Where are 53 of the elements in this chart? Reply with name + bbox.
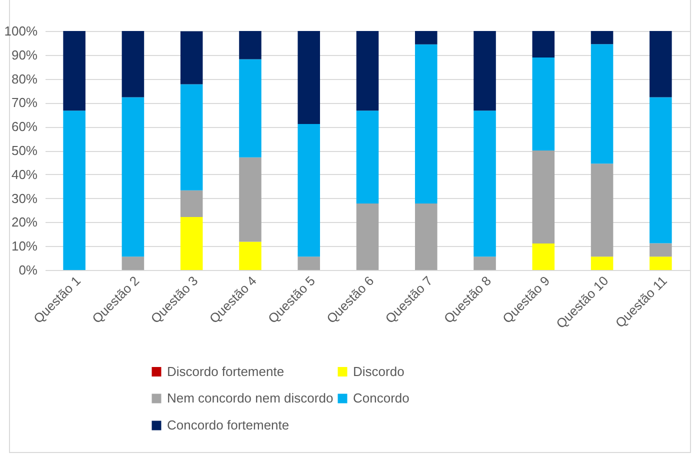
bar xyxy=(180,31,203,84)
bar xyxy=(532,31,555,58)
y-tick-label: 100% xyxy=(4,24,38,38)
y-tick-label: 50% xyxy=(11,143,38,158)
y-tick-label: 20% xyxy=(11,214,38,230)
bar xyxy=(356,31,379,111)
bar xyxy=(474,31,496,111)
bar xyxy=(650,243,672,257)
bar xyxy=(474,256,496,270)
bar xyxy=(532,243,555,270)
bar xyxy=(532,150,555,244)
bar xyxy=(239,31,262,60)
bar xyxy=(590,164,614,257)
bar xyxy=(650,256,672,270)
legend-label: Discordo xyxy=(353,364,404,379)
bar xyxy=(180,84,203,190)
bar xyxy=(356,204,379,270)
bar xyxy=(532,58,555,150)
bar xyxy=(63,110,86,270)
y-tick-label: 60% xyxy=(11,119,38,134)
bar xyxy=(122,31,144,98)
bar xyxy=(63,31,86,111)
bar xyxy=(298,124,320,257)
legend-label: Discordo fortemente xyxy=(167,364,284,379)
bar xyxy=(180,190,203,217)
bar xyxy=(298,31,320,124)
bar xyxy=(239,157,262,242)
y-tick-label: 80% xyxy=(11,71,38,86)
bar xyxy=(590,44,614,164)
bar xyxy=(414,44,438,204)
bar xyxy=(239,242,262,270)
bar xyxy=(414,204,438,270)
y-tick-label: 90% xyxy=(11,47,38,62)
bar xyxy=(474,110,496,257)
bar xyxy=(414,31,438,44)
bar xyxy=(122,256,144,270)
y-tick-label: 0% xyxy=(18,262,38,278)
bar xyxy=(590,31,614,44)
y-tick-label: 70% xyxy=(11,95,38,110)
bar xyxy=(650,31,672,98)
y-tick-label: 30% xyxy=(11,190,38,206)
y-tick-label: 10% xyxy=(11,238,38,254)
bar xyxy=(298,256,320,270)
bar xyxy=(356,110,379,204)
legend-label: Concordo fortemente xyxy=(167,418,290,432)
legend-label: Concordo xyxy=(353,390,410,406)
legend-label: Nem concordo nem discordo xyxy=(167,390,334,406)
bar xyxy=(239,59,262,158)
bar xyxy=(122,97,144,257)
y-tick-label: 40% xyxy=(11,166,38,182)
bar xyxy=(590,256,614,270)
bar xyxy=(180,216,203,270)
bar xyxy=(650,97,672,244)
